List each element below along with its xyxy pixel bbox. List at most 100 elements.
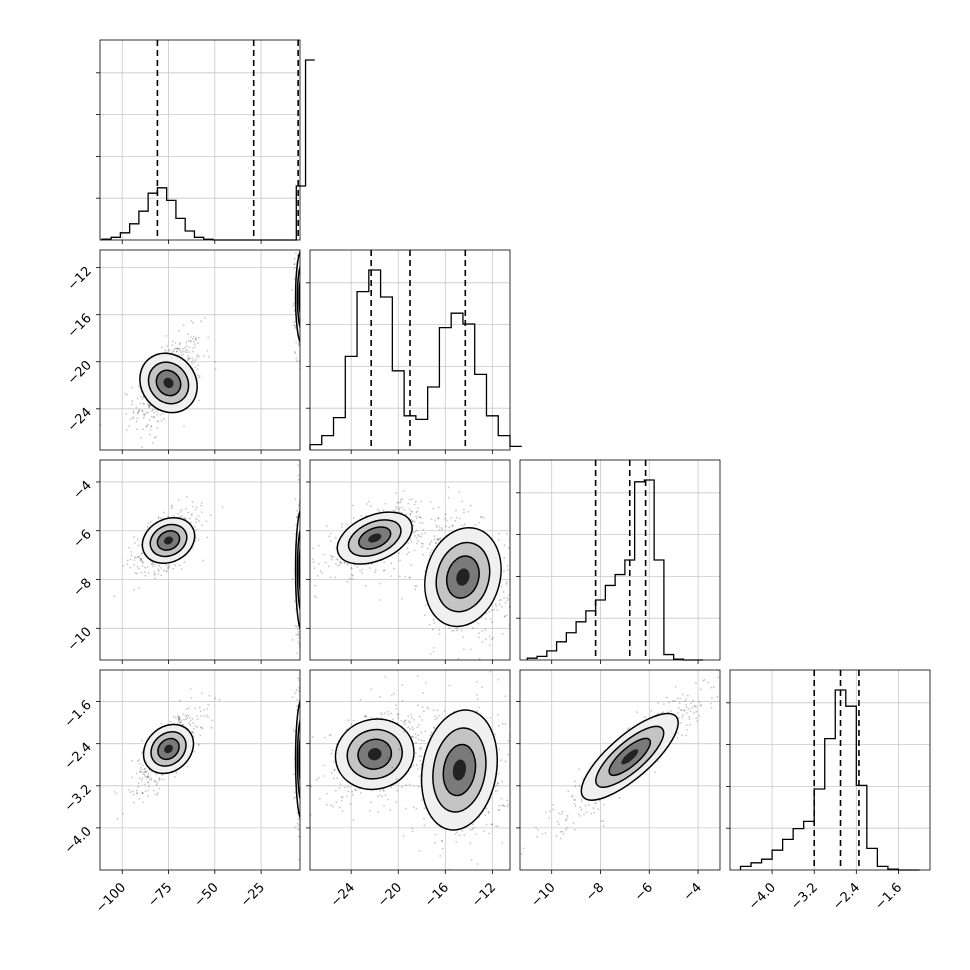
- sample-point: [303, 559, 305, 561]
- sample-point: [153, 780, 156, 782]
- sample-point: [419, 516, 422, 519]
- sample-point: [302, 791, 304, 793]
- sample-point: [329, 540, 332, 543]
- sample-point: [302, 751, 304, 753]
- sample-point: [303, 291, 305, 293]
- sample-point: [305, 383, 307, 385]
- sample-point: [297, 677, 300, 680]
- sample-point: [302, 532, 304, 534]
- sample-point: [304, 760, 306, 762]
- scatter-panel-0-2: [99, 459, 308, 661]
- sample-point: [418, 724, 420, 726]
- sample-point: [382, 509, 385, 512]
- sample-point: [298, 246, 300, 248]
- sample-point: [303, 690, 305, 692]
- sample-point: [160, 567, 162, 569]
- sample-point: [382, 569, 385, 572]
- sample-point: [433, 622, 436, 624]
- sample-point: [304, 278, 306, 280]
- sample-point: [436, 717, 439, 720]
- sample-point: [301, 346, 303, 348]
- sample-point: [291, 578, 294, 580]
- sample-point: [351, 793, 354, 796]
- sample-point: [171, 340, 174, 343]
- sample-point: [361, 568, 364, 571]
- sample-point: [532, 584, 534, 586]
- sample-point: [339, 560, 341, 563]
- sample-point: [144, 775, 147, 778]
- sample-point: [364, 584, 367, 587]
- sample-point: [301, 756, 303, 758]
- sample-point: [301, 310, 303, 312]
- sample-point: [415, 764, 418, 767]
- sample-point: [497, 772, 500, 775]
- sample-point: [302, 337, 304, 339]
- sample-point: [202, 355, 205, 357]
- sample-point: [140, 396, 142, 398]
- sample-point: [302, 591, 304, 593]
- sample-point: [136, 428, 138, 431]
- sample-point: [158, 569, 161, 572]
- sample-point: [300, 331, 302, 333]
- sample-point: [301, 791, 303, 793]
- sample-point: [301, 604, 303, 606]
- sample-point: [367, 500, 370, 503]
- sample-point: [302, 296, 304, 298]
- sample-point: [306, 699, 308, 701]
- sample-point: [302, 565, 304, 567]
- sample-point: [394, 510, 397, 513]
- sample-point: [411, 827, 413, 830]
- sample-point: [302, 738, 304, 740]
- sample-point: [451, 525, 454, 527]
- sample-point: [417, 540, 419, 542]
- sample-point: [301, 702, 303, 704]
- sample-point: [298, 503, 300, 506]
- sample-point: [304, 803, 306, 805]
- sample-point: [304, 546, 306, 548]
- sample-point: [190, 360, 193, 363]
- sample-point: [301, 686, 303, 688]
- sample-point: [302, 732, 304, 734]
- sample-point: [389, 809, 392, 812]
- sample-point: [302, 583, 304, 585]
- sample-point: [304, 352, 306, 354]
- sample-point: [417, 507, 419, 509]
- sample-point: [156, 420, 159, 422]
- sample-point: [304, 750, 306, 752]
- sample-point: [302, 319, 304, 321]
- sample-point: [137, 556, 140, 559]
- sample-point: [182, 713, 185, 716]
- sample-point: [304, 770, 306, 772]
- sample-point: [302, 762, 304, 764]
- sample-point: [301, 782, 303, 784]
- sample-point: [302, 598, 304, 600]
- sample-point: [191, 505, 194, 508]
- sample-point: [312, 558, 314, 561]
- sample-point: [306, 748, 308, 750]
- sample-point: [432, 650, 435, 653]
- sample-point: [303, 349, 305, 351]
- sample-point: [408, 720, 410, 723]
- sample-point: [507, 803, 509, 806]
- sample-point: [303, 567, 305, 569]
- sample-point: [301, 314, 303, 316]
- sample-point: [304, 543, 306, 545]
- sample-point: [303, 743, 305, 745]
- sample-point: [405, 807, 407, 810]
- sample-point: [335, 558, 338, 561]
- sample-point: [303, 570, 305, 572]
- sample-point: [303, 587, 305, 589]
- sample-point: [303, 299, 305, 301]
- sample-point: [303, 570, 305, 572]
- sample-point: [302, 260, 304, 262]
- sample-point: [302, 769, 304, 771]
- sample-point: [306, 585, 308, 587]
- sample-point: [454, 519, 457, 522]
- sample-point: [302, 338, 304, 340]
- sample-point: [305, 609, 307, 611]
- sample-point: [189, 719, 192, 722]
- sample-point: [461, 830, 464, 832]
- sample-point: [302, 780, 304, 782]
- sample-point: [158, 779, 161, 782]
- sample-point: [142, 764, 144, 767]
